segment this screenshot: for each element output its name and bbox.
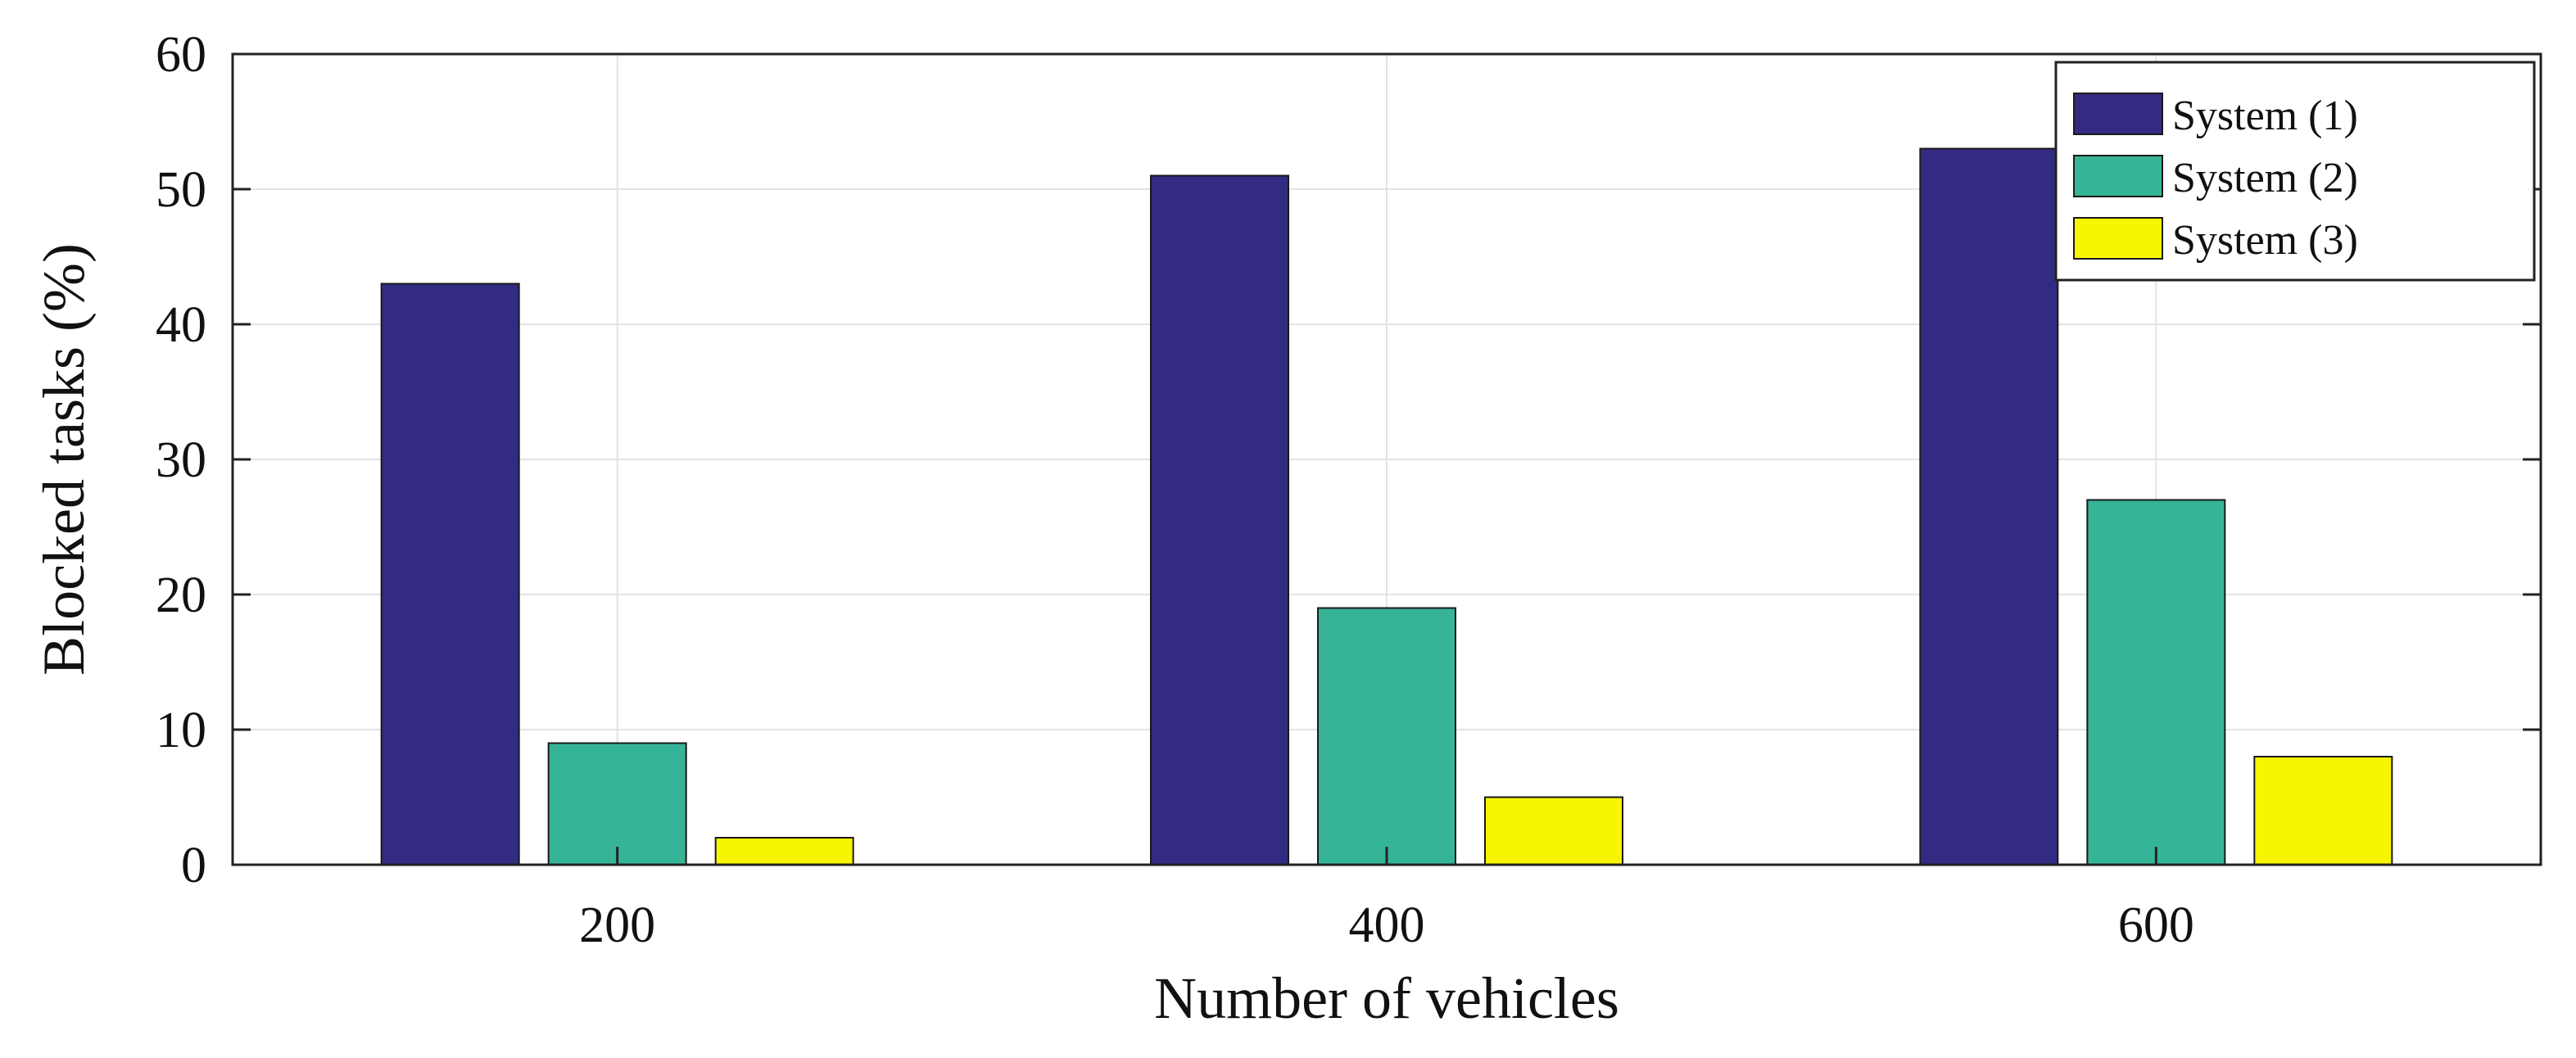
y-tick-label: 60 bbox=[156, 27, 206, 83]
bar-system-3-600 bbox=[2253, 756, 2393, 866]
bar-system-1-400 bbox=[1150, 174, 1289, 866]
bar-system-2-400 bbox=[1317, 607, 1456, 866]
legend-label-system-3: System (3) bbox=[2172, 217, 2358, 264]
x-axis-title: Number of vehicles bbox=[1154, 965, 1619, 1031]
legend-swatch-system-3 bbox=[2073, 217, 2163, 260]
legend: System (1) System (2) System (3) bbox=[2054, 61, 2536, 282]
y-tick-label: 0 bbox=[181, 838, 206, 893]
bar-system-3-400 bbox=[1484, 796, 1623, 866]
bar-system-1-600 bbox=[1919, 147, 2059, 866]
y-tick-label: 20 bbox=[156, 567, 206, 623]
bar-system-2-200 bbox=[547, 742, 687, 866]
x-tick-label: 200 bbox=[579, 897, 655, 953]
legend-swatch-system-1 bbox=[2073, 93, 2163, 135]
y-tick-label: 30 bbox=[156, 432, 206, 488]
legend-swatch-system-2 bbox=[2073, 155, 2163, 197]
x-axis-ticks: 200 400 600 bbox=[579, 847, 2194, 953]
y-tick-label: 40 bbox=[156, 297, 206, 353]
bars bbox=[380, 147, 2393, 866]
y-tick-label: 10 bbox=[156, 703, 206, 758]
y-tick-label: 50 bbox=[156, 162, 206, 218]
x-tick-label: 400 bbox=[1349, 897, 1425, 953]
bar-system-2-600 bbox=[2086, 499, 2226, 866]
x-tick-label: 600 bbox=[2118, 897, 2194, 953]
legend-label-system-1: System (1) bbox=[2172, 93, 2358, 139]
y-axis-title: Blocked tasks (%) bbox=[31, 243, 97, 676]
bar-system-1-200 bbox=[380, 283, 520, 866]
legend-label-system-2: System (2) bbox=[2172, 155, 2358, 201]
bar-system-3-200 bbox=[714, 837, 854, 866]
